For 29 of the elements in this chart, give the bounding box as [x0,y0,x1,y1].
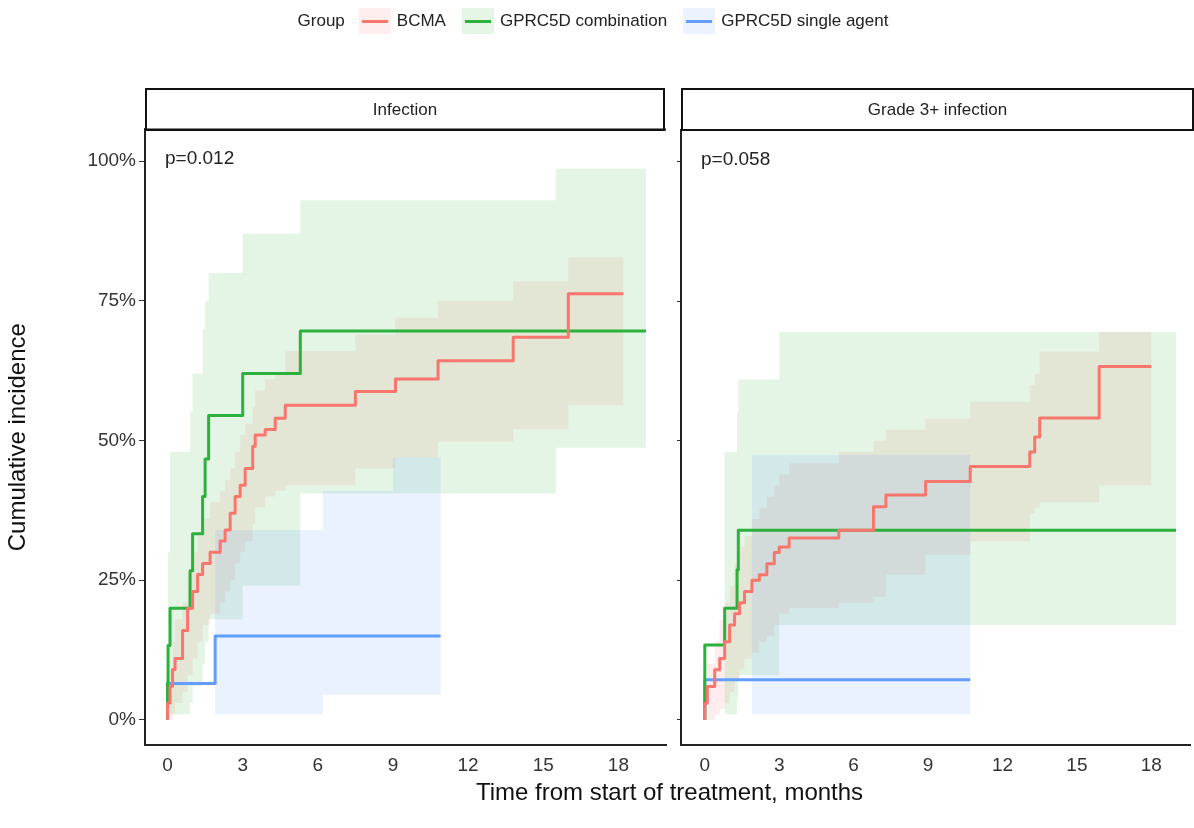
x-tick-label: 0 [162,753,173,775]
y-tick-label: 0% [108,708,137,730]
annotation: p=0.058 [701,147,771,169]
legend-label: BCMA [396,11,446,31]
legend-label: GPRC5D combination [499,11,668,31]
x-tick-label: 0 [699,753,711,775]
x-axis-title: Time from start of treatment, months [474,778,865,806]
y-axis-title: Cumulative incidence [3,323,31,552]
x-tick-label: 3 [237,753,248,775]
y-tick-label: 100% [87,149,137,171]
legend-label: GPRC5D single agent [721,11,889,31]
x-tick-label: 6 [848,753,859,775]
legend-title: Group [297,11,345,31]
x-tick-label: 6 [312,753,324,775]
y-tick-label: 25% [97,568,137,590]
x-tick-label: 12 [457,753,479,775]
panel-header: Grade 3+ infection [681,88,1194,131]
x-tick-label: 15 [1066,753,1088,775]
panel-header: Infection [145,88,665,131]
y-tick-label: 75% [97,289,137,311]
x-tick-label: 12 [991,753,1014,775]
x-tick-label: 15 [532,753,554,775]
y-tick-label: 50% [97,428,137,450]
x-tick-label: 3 [773,753,785,775]
x-tick-label: 18 [1140,753,1162,775]
x-tick-label: 9 [922,753,934,775]
x-tick-label: 18 [607,753,629,775]
x-tick-label: 9 [387,753,399,775]
annotation: p=0.012 [165,147,235,169]
